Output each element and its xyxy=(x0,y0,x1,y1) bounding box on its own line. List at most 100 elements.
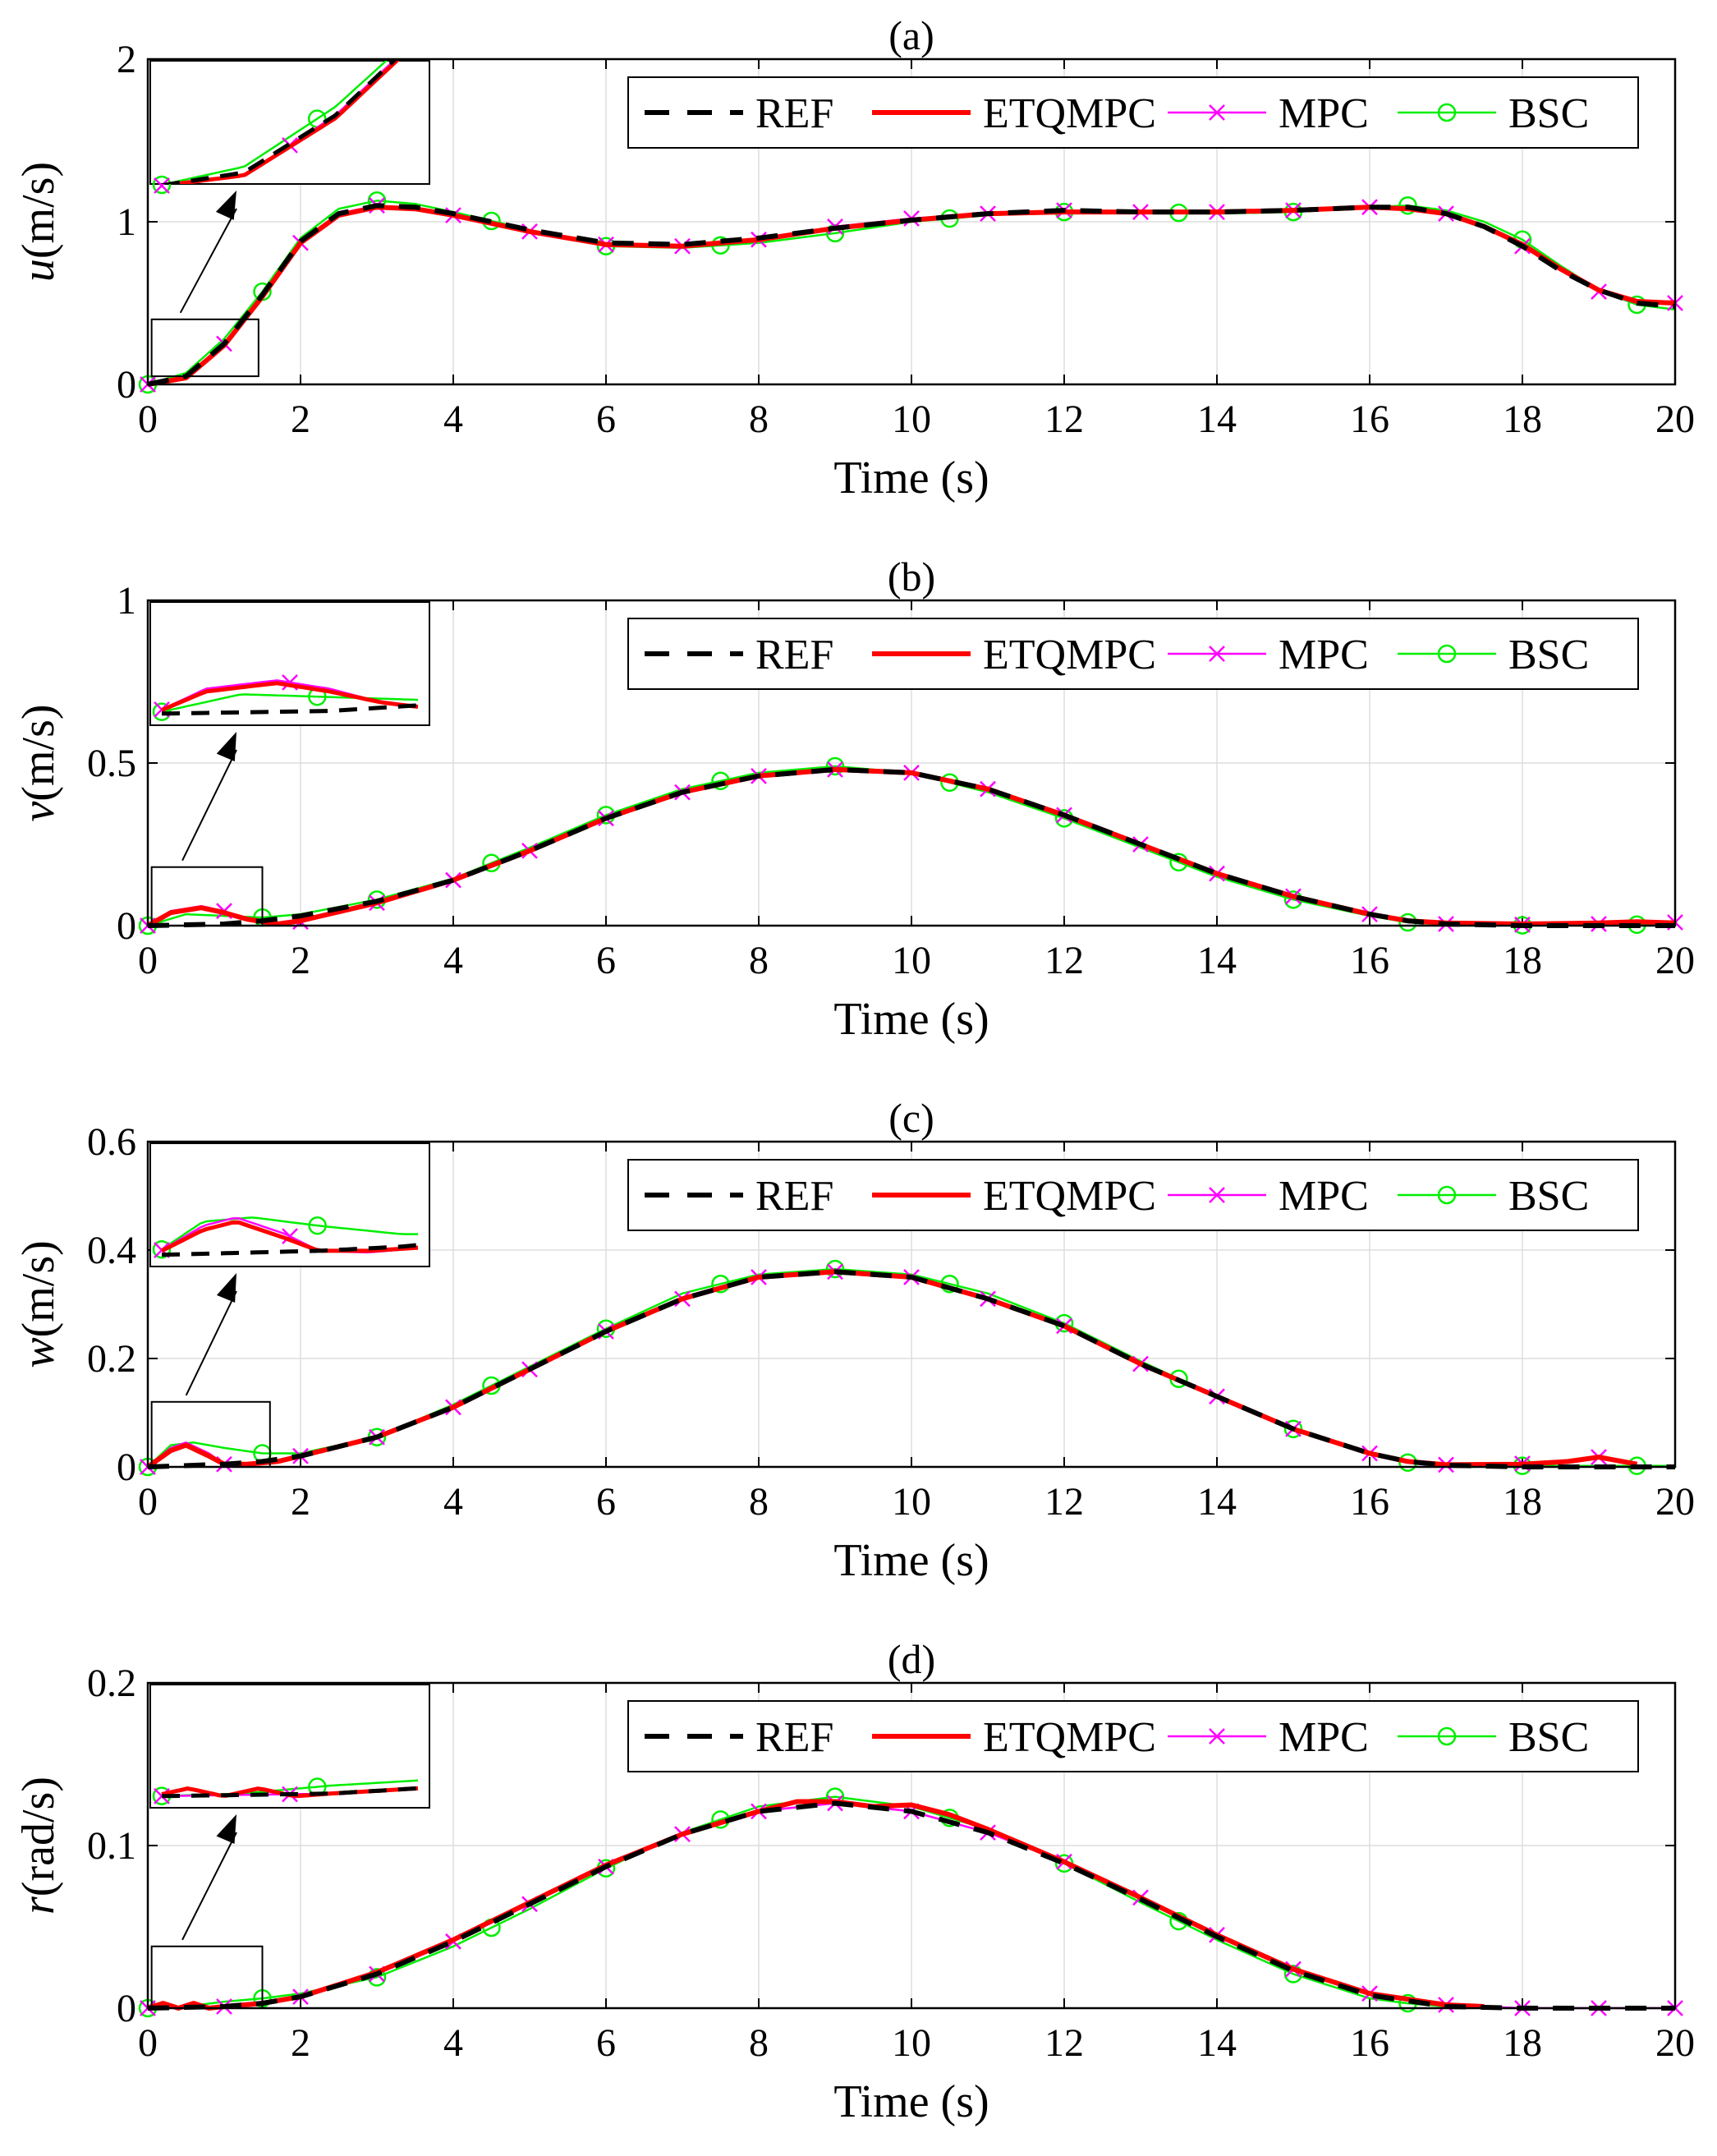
x-tick-label: 6 xyxy=(596,2021,616,2065)
x-tick-label: 4 xyxy=(443,1480,463,1524)
x-tick-label: 4 xyxy=(443,398,463,441)
x-tick-label: 8 xyxy=(749,939,769,982)
series-marker-bsc xyxy=(825,756,845,776)
x-tick-label: 18 xyxy=(1503,1480,1542,1524)
series-marker-bsc xyxy=(825,223,845,243)
x-tick-label: 4 xyxy=(443,939,463,982)
inset-marker-bsc xyxy=(308,1216,327,1235)
x-tick-label: 0 xyxy=(138,2021,158,2065)
legend-label: BSC xyxy=(1508,1173,1589,1220)
panel-title: (b) xyxy=(888,554,935,600)
inset-line-etqmpc xyxy=(160,1220,419,1253)
legend-marker-bsc xyxy=(1437,103,1457,122)
series-line-bsc xyxy=(148,1795,1447,2010)
y-axis-label: u(m/s) xyxy=(13,162,64,282)
legend-label: MPC xyxy=(1279,90,1369,137)
inset-frame xyxy=(149,1684,430,1809)
x-tick-label: 0 xyxy=(138,1480,158,1524)
y-tick-label: 0.6 xyxy=(87,1120,136,1164)
x-axis-label: Time (s) xyxy=(833,1535,989,1586)
y-axis-label: v(m/s) xyxy=(13,704,64,821)
inset-marker-bsc xyxy=(152,175,172,195)
y-tick-label: 2 xyxy=(117,38,136,81)
inset-frame xyxy=(149,601,430,726)
inset-line-bsc xyxy=(161,693,419,713)
zoom-arrow-line xyxy=(181,749,237,862)
legend-label: REF xyxy=(755,632,833,678)
x-tick-label: 12 xyxy=(1044,1480,1084,1524)
legend-label: MPC xyxy=(1279,1714,1369,1761)
y-tick-label: 0.2 xyxy=(87,1662,136,1705)
legend-marker-mpc xyxy=(1209,1187,1225,1203)
plot-frame xyxy=(146,1140,1677,1469)
y-tick-label: 0 xyxy=(117,904,136,948)
y-tick-label: 0 xyxy=(117,1446,136,1489)
series-line-ref xyxy=(148,1800,1675,2011)
y-axis-variable: w xyxy=(13,1337,64,1368)
y-axis-unit: (rad/s) xyxy=(13,1777,64,1896)
plot-frame xyxy=(146,599,1677,927)
legend-label: BSC xyxy=(1508,632,1589,678)
inset-line-bsc xyxy=(161,61,388,184)
x-tick-label: 18 xyxy=(1503,2021,1542,2065)
legend-label: REF xyxy=(755,1714,833,1761)
legend-marker-bsc xyxy=(1437,644,1457,664)
x-tick-label: 16 xyxy=(1350,2021,1389,2065)
inset-line-ref xyxy=(161,1243,419,1257)
x-tick-label: 10 xyxy=(892,939,931,982)
legend-label: ETQMPC xyxy=(983,90,1156,137)
zoom-arrow-line xyxy=(181,1832,237,1941)
series-marker-bsc xyxy=(825,1259,845,1279)
panel-title: (a) xyxy=(888,12,934,58)
x-axis-label: Time (s) xyxy=(833,2076,989,2127)
x-tick-label: 12 xyxy=(1044,2021,1084,2065)
x-tick-label: 2 xyxy=(291,939,310,982)
inset-line-bsc xyxy=(161,1216,418,1251)
x-tick-label: 20 xyxy=(1655,2021,1695,2065)
x-tick-label: 2 xyxy=(291,1480,310,1524)
x-tick-label: 20 xyxy=(1655,1480,1695,1524)
panel-title: (d) xyxy=(888,1636,935,1682)
x-tick-label: 18 xyxy=(1503,939,1542,982)
panel-d: (d) 0 2 4 6 8 10 12 14 16 18 20 0 0.1 0.2 Time (s) r(rad… xyxy=(13,1636,1695,2127)
x-tick-label: 14 xyxy=(1197,2021,1237,2065)
y-axis-variable: u xyxy=(13,259,64,282)
legend-marker-bsc xyxy=(1437,1185,1457,1205)
x-tick-label: 4 xyxy=(443,2021,463,2065)
legend-marker-mpc xyxy=(1209,646,1225,662)
y-axis-unit: (m/s) xyxy=(13,1240,64,1337)
legend-label: ETQMPC xyxy=(983,1173,1156,1220)
legend-marker-bsc xyxy=(1437,1726,1457,1746)
y-axis-variable: v xyxy=(13,802,64,822)
series-line-etqmpc xyxy=(148,1799,1485,2011)
legend-marker-mpc xyxy=(1209,104,1225,121)
y-axis-unit: (m/s) xyxy=(13,162,64,259)
x-tick-label: 0 xyxy=(138,939,158,982)
x-tick-label: 10 xyxy=(892,1480,931,1524)
y-axis-label: w(m/s) xyxy=(13,1240,64,1368)
legend-label: ETQMPC xyxy=(983,1714,1156,1761)
x-tick-label: 0 xyxy=(138,398,158,441)
inset-marker-mpc xyxy=(154,177,170,194)
zoom-arrow-head xyxy=(215,191,236,220)
legend-label: REF xyxy=(755,1173,833,1220)
zoom-arrow-line xyxy=(185,1290,237,1396)
series-line-ref xyxy=(148,203,1675,387)
x-tick-label: 20 xyxy=(1655,398,1695,441)
x-tick-label: 8 xyxy=(749,2021,769,2065)
x-tick-label: 20 xyxy=(1655,939,1695,982)
series-line-ref xyxy=(148,766,1675,928)
zoom-arrow-head xyxy=(216,732,236,761)
legend-marker-mpc xyxy=(1209,1728,1225,1745)
x-tick-label: 10 xyxy=(892,398,931,441)
inset-line-ref xyxy=(161,703,419,716)
x-tick-label: 12 xyxy=(1044,939,1084,982)
y-tick-label: 0 xyxy=(117,363,136,407)
x-tick-label: 12 xyxy=(1044,398,1084,441)
legend-label: BSC xyxy=(1508,90,1589,137)
x-tick-label: 6 xyxy=(596,1480,616,1524)
plot-frame xyxy=(146,57,1677,386)
y-axis-variable: r xyxy=(13,1896,64,1915)
